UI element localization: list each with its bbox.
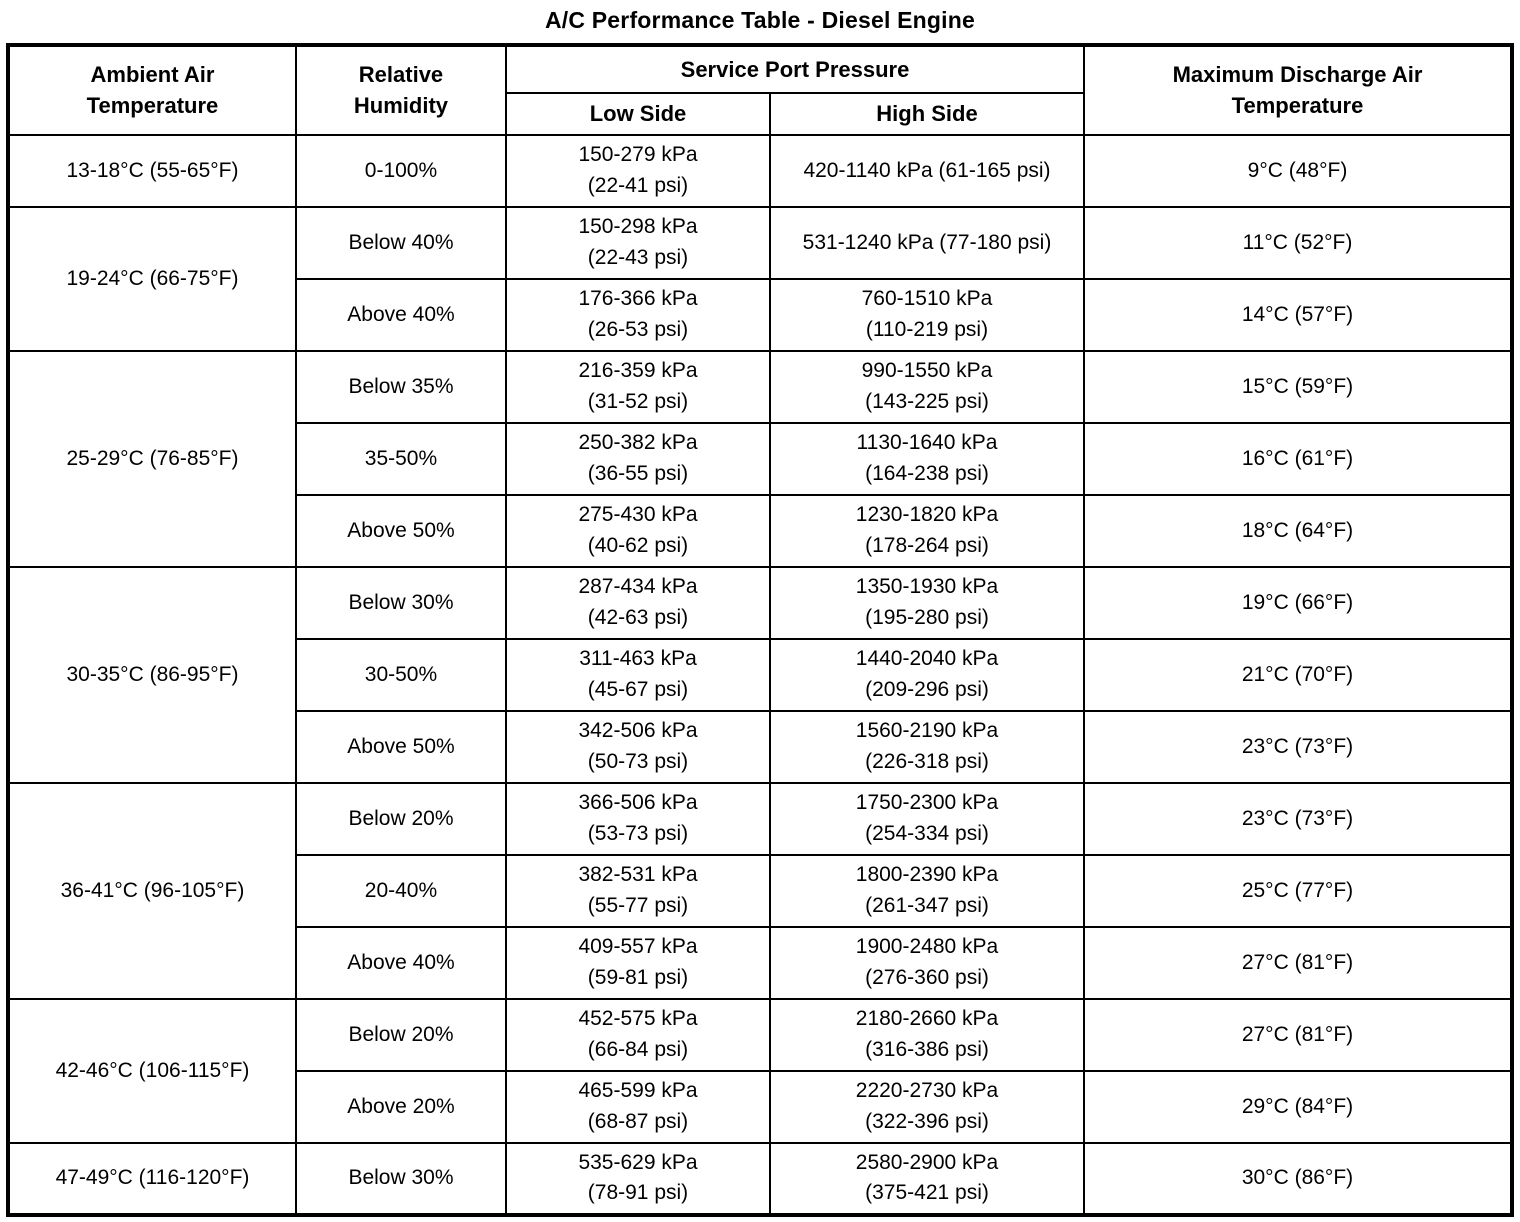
high-side-cell: 2220-2730 kPa (322-396 psi) [768, 1069, 1086, 1144]
low-side-cell: 409-557 kPa (59-81 psi) [504, 925, 771, 1000]
low-side-cell: 452-575 kPa (66-84 psi) [504, 997, 771, 1072]
max-discharge-cell: 27°C (81°F) [1083, 925, 1513, 1000]
high-side-cell: 1130-1640 kPa (164-238 psi) [768, 421, 1086, 496]
low-side-cell: 535-629 kPa (78-91 psi) [504, 1141, 771, 1216]
max-discharge-cell: 18°C (64°F) [1083, 493, 1513, 568]
max-discharge-cell: 25°C (77°F) [1083, 853, 1513, 928]
ambient-cell: 47-49°C (116-120°F) [6, 1141, 297, 1216]
low-side-cell: 342-506 kPa (50-73 psi) [504, 709, 771, 784]
max-discharge-cell: 19°C (66°F) [1083, 565, 1513, 640]
humidity-cell: Above 50% [294, 709, 507, 784]
humidity-cell: 0-100% [294, 133, 507, 208]
low-side-cell: 216-359 kPa (31-52 psi) [504, 349, 771, 424]
ambient-cell: 13-18°C (55-65°F) [6, 133, 297, 208]
table-title: A/C Performance Table - Diesel Engine [544, 7, 976, 33]
max-discharge-cell: 27°C (81°F) [1083, 997, 1513, 1072]
high-side-cell: 760-1510 kPa (110-219 psi) [768, 277, 1086, 352]
table-row: 25-29°C (76-85°F) Below 35% 216-359 kPa … [6, 349, 1513, 568]
max-discharge-cell: 14°C (57°F) [1083, 277, 1513, 352]
col-header-max-discharge: Maximum Discharge Air Temperature [1083, 44, 1513, 136]
humidity-cell: Below 30% [294, 1141, 507, 1216]
high-side-cell: 420-1140 kPa (61-165 psi) [768, 133, 1086, 208]
low-side-cell: 176-366 kPa (26-53 psi) [504, 277, 771, 352]
table-row: Above 40% 176-366 kPa (26-53 psi) 760-15… [8, 277, 1513, 352]
max-discharge-cell: 16°C (61°F) [1083, 421, 1513, 496]
max-discharge-cell: 23°C (73°F) [1083, 709, 1513, 784]
low-side-cell: 250-382 kPa (36-55 psi) [504, 421, 771, 496]
ambient-cell: 42-46°C (106-115°F) [6, 997, 297, 1144]
low-side-cell: 311-463 kPa (45-67 psi) [504, 637, 771, 712]
low-side-cell: 275-430 kPa (40-62 psi) [504, 493, 771, 568]
max-discharge-cell: 29°C (84°F) [1083, 1069, 1513, 1144]
table-row: Above 50% 342-506 kPa (50-73 psi) 1560-2… [8, 709, 1513, 784]
high-side-cell: 990-1550 kPa (143-225 psi) [768, 349, 1086, 424]
humidity-cell: Below 40% [294, 205, 507, 280]
table-row: Above 50% 275-430 kPa (40-62 psi) 1230-1… [8, 493, 1513, 568]
table-row: 47-49°C (116-120°F) Below 30% 535-629 kP… [6, 1141, 1513, 1216]
table-row: 30-50% 311-463 kPa (45-67 psi) 1440-2040… [8, 637, 1513, 712]
ambient-cell: 25-29°C (76-85°F) [6, 349, 297, 568]
humidity-cell: Below 35% [294, 349, 507, 424]
low-side-cell: 382-531 kPa (55-77 psi) [504, 853, 771, 928]
humidity-cell: 30-50% [294, 637, 507, 712]
low-side-cell: 150-298 kPa (22-43 psi) [504, 205, 771, 280]
table-row: Above 40% 409-557 kPa (59-81 psi) 1900-2… [8, 925, 1513, 1000]
max-discharge-cell: 21°C (70°F) [1083, 637, 1513, 712]
table-row: 30-35°C (86-95°F) Below 30% 287-434 kPa … [6, 565, 1513, 784]
ambient-cell: 19-24°C (66-75°F) [6, 205, 297, 352]
table-row: 19-24°C (66-75°F) Below 40% 150-298 kPa … [6, 205, 1513, 352]
humidity-cell: 35-50% [294, 421, 507, 496]
high-side-cell: 531-1240 kPa (77-180 psi) [768, 205, 1086, 280]
high-side-cell: 1350-1930 kPa (195-280 psi) [768, 565, 1086, 640]
high-side-cell: 1230-1820 kPa (178-264 psi) [768, 493, 1086, 568]
max-discharge-cell: 9°C (48°F) [1083, 133, 1513, 208]
humidity-cell: Above 50% [294, 493, 507, 568]
col-header-ambient: Ambient Air Temperature [6, 44, 297, 136]
high-side-cell: 2580-2900 kPa (375-421 psi) [768, 1141, 1086, 1216]
header-row-top: Ambient Air Temperature Relative Humidit… [6, 44, 1513, 136]
ambient-cell: 36-41°C (96-105°F) [6, 781, 297, 1000]
high-side-cell: 1440-2040 kPa (209-296 psi) [768, 637, 1086, 712]
table-row: 20-40% 382-531 kPa (55-77 psi) 1800-2390… [8, 853, 1513, 928]
humidity-cell: 20-40% [294, 853, 507, 928]
col-header-service-port: Service Port Pressure [504, 44, 1086, 94]
high-side-cell: 1900-2480 kPa (276-360 psi) [768, 925, 1086, 1000]
table-row: 42-46°C (106-115°F) Below 20% 452-575 kP… [6, 997, 1513, 1144]
ambient-cell: 30-35°C (86-95°F) [6, 565, 297, 784]
max-discharge-cell: 30°C (86°F) [1083, 1141, 1513, 1216]
humidity-cell: Above 20% [294, 1069, 507, 1144]
humidity-cell: Below 20% [294, 997, 507, 1072]
high-side-cell: 1560-2190 kPa (226-318 psi) [768, 709, 1086, 784]
high-side-cell: 1800-2390 kPa (261-347 psi) [768, 853, 1086, 928]
ac-performance-table: Ambient Air Temperature Relative Humidit… [5, 43, 1514, 1217]
high-side-cell: 2180-2660 kPa (316-386 psi) [768, 997, 1086, 1072]
humidity-cell: Above 40% [294, 925, 507, 1000]
table-row: 35-50% 250-382 kPa (36-55 psi) 1130-1640… [8, 421, 1513, 496]
max-discharge-cell: 15°C (59°F) [1083, 349, 1513, 424]
high-side-cell: 1750-2300 kPa (254-334 psi) [768, 781, 1086, 856]
col-header-humidity: Relative Humidity [294, 44, 507, 136]
table-row: Above 20% 465-599 kPa (68-87 psi) 2220-2… [8, 1069, 1513, 1144]
humidity-cell: Below 30% [294, 565, 507, 640]
header-row-sub: Low Side High Side [8, 92, 1512, 136]
low-side-cell: 465-599 kPa (68-87 psi) [504, 1069, 771, 1144]
low-side-cell: 150-279 kPa (22-41 psi) [504, 133, 771, 208]
table-row: 13-18°C (55-65°F) 0-100% 150-279 kPa (22… [6, 133, 1513, 208]
col-header-low-side: Low Side [504, 92, 771, 136]
table-row: 36-41°C (96-105°F) Below 20% 366-506 kPa… [6, 781, 1513, 1000]
max-discharge-cell: 23°C (73°F) [1083, 781, 1513, 856]
humidity-cell: Above 40% [294, 277, 507, 352]
col-header-high-side: High Side [768, 92, 1086, 136]
low-side-cell: 366-506 kPa (53-73 psi) [504, 781, 771, 856]
max-discharge-cell: 11°C (52°F) [1083, 205, 1513, 280]
humidity-cell: Below 20% [294, 781, 507, 856]
low-side-cell: 287-434 kPa (42-63 psi) [504, 565, 771, 640]
